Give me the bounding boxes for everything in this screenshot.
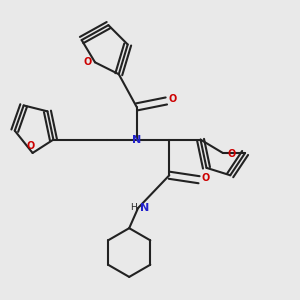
Text: H: H: [130, 203, 136, 212]
Text: O: O: [83, 57, 92, 67]
Text: O: O: [169, 94, 177, 104]
Text: O: O: [202, 173, 210, 183]
Text: N: N: [132, 135, 141, 145]
Text: O: O: [27, 140, 35, 151]
Text: N: N: [140, 203, 149, 213]
Text: O: O: [227, 149, 235, 160]
